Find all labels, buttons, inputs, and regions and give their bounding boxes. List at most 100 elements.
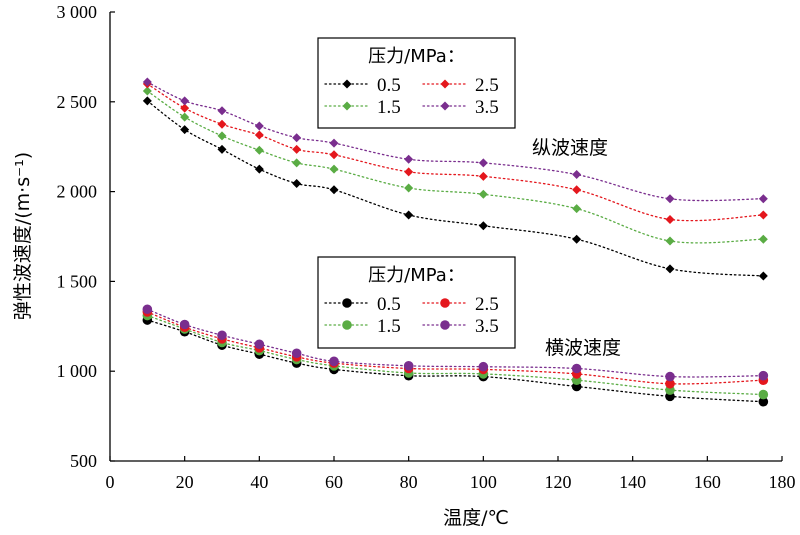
data-point — [758, 194, 768, 204]
series-line — [146, 319, 764, 403]
series-layer — [142, 77, 769, 407]
data-point — [758, 389, 769, 400]
y-tick-label: 500 — [70, 451, 97, 471]
data-point — [142, 86, 152, 96]
data-point — [329, 138, 339, 148]
series-line — [146, 83, 764, 222]
data-point — [180, 103, 190, 113]
longitudinal-wave-group — [142, 77, 768, 281]
legend-label: 1.5 — [377, 97, 401, 118]
data-point — [572, 204, 582, 214]
x-tick-label: 180 — [769, 472, 796, 492]
data-point — [292, 179, 302, 189]
x-axis-title: 温度/℃ — [443, 507, 509, 529]
data-point — [478, 171, 488, 181]
data-point — [292, 133, 302, 143]
data-point — [142, 304, 153, 315]
data-point — [142, 96, 152, 106]
legend-label: 2.5 — [475, 75, 499, 96]
data-point — [571, 363, 582, 374]
data-point — [572, 170, 582, 180]
data-point — [254, 130, 264, 140]
legend-longitudinal: 压力/MPa： 0.51.5 2.53.5 — [317, 37, 516, 129]
y-tick-label: 2 500 — [57, 92, 98, 112]
data-point — [758, 370, 769, 381]
data-point — [180, 96, 190, 106]
data-point — [478, 361, 489, 372]
data-point — [572, 185, 582, 195]
data-point — [254, 339, 265, 350]
data-point — [404, 154, 414, 164]
x-tick-label: 20 — [176, 472, 194, 492]
y-tick-label: 1 000 — [57, 361, 98, 381]
transverse-wave-group — [142, 304, 769, 407]
legend-marker — [440, 79, 450, 89]
x-tick-label: 100 — [470, 472, 497, 492]
data-point — [404, 183, 414, 193]
legend-marker — [342, 101, 352, 111]
axes: 0 20 40 60 80 100 120 140 160 180 500 1 000 1 500 2 0… — [57, 2, 796, 492]
legend-marker — [342, 79, 352, 89]
data-point — [292, 144, 302, 154]
legend-label: 3.5 — [475, 316, 499, 337]
data-point — [180, 125, 190, 135]
data-point — [179, 319, 190, 330]
series-line — [146, 314, 764, 396]
legend-transverse: 压力/MPa： 0.51.5 2.53.5 — [317, 256, 516, 349]
legend-layer: 压力/MPa：0.51.52.53.5压力/MPa：0.51.52.53.5 — [317, 37, 516, 349]
data-point — [254, 121, 264, 131]
data-point — [758, 234, 768, 244]
data-point — [758, 271, 768, 281]
data-point — [404, 167, 414, 177]
legend-label: 0.5 — [377, 294, 401, 315]
y-axis-title: 弹性波速度/(m·s⁻¹) — [12, 152, 34, 320]
legend-marker — [342, 320, 352, 330]
x-tick-label: 0 — [106, 472, 115, 492]
data-point — [665, 371, 675, 382]
series-line — [146, 311, 764, 385]
data-point — [329, 150, 339, 160]
data-point — [254, 164, 264, 174]
data-point — [665, 378, 675, 389]
data-point — [142, 77, 152, 87]
data-point — [665, 194, 675, 204]
data-point — [665, 236, 675, 246]
legend-label: 2.5 — [475, 294, 499, 315]
data-point — [217, 119, 227, 129]
data-point — [292, 158, 302, 168]
legend-box — [317, 37, 516, 129]
x-tick-label: 160 — [694, 472, 721, 492]
data-point — [329, 164, 339, 174]
x-tick-label: 40 — [250, 472, 268, 492]
data-point — [329, 185, 339, 195]
data-point — [404, 210, 414, 220]
data-point — [217, 144, 227, 154]
annotation-longitudinal: 纵波速度 — [532, 137, 608, 159]
data-point — [180, 112, 190, 122]
legend-label: 3.5 — [475, 97, 499, 118]
legend-marker — [440, 320, 450, 330]
y-tick-label: 2 000 — [57, 182, 98, 202]
legend-marker — [342, 298, 352, 308]
data-point — [572, 234, 582, 244]
series-line — [146, 90, 764, 244]
series-line — [146, 308, 764, 378]
legend-title: 压力/MPa： — [368, 265, 465, 286]
annotation-transverse: 横波速度 — [545, 337, 621, 359]
legend-label: 0.5 — [377, 75, 401, 96]
x-tick-label: 80 — [400, 472, 418, 492]
data-point — [758, 210, 768, 220]
x-tick-label: 120 — [545, 472, 572, 492]
legend-title: 压力/MPa： — [368, 46, 465, 67]
data-point — [403, 361, 414, 371]
legend-marker — [440, 101, 450, 111]
data-point — [478, 221, 488, 231]
data-point — [291, 348, 302, 359]
x-tick-label: 140 — [619, 472, 646, 492]
series-line — [146, 81, 764, 202]
data-point — [329, 356, 339, 367]
y-tick-label: 1 500 — [57, 271, 98, 291]
data-point — [217, 131, 227, 141]
